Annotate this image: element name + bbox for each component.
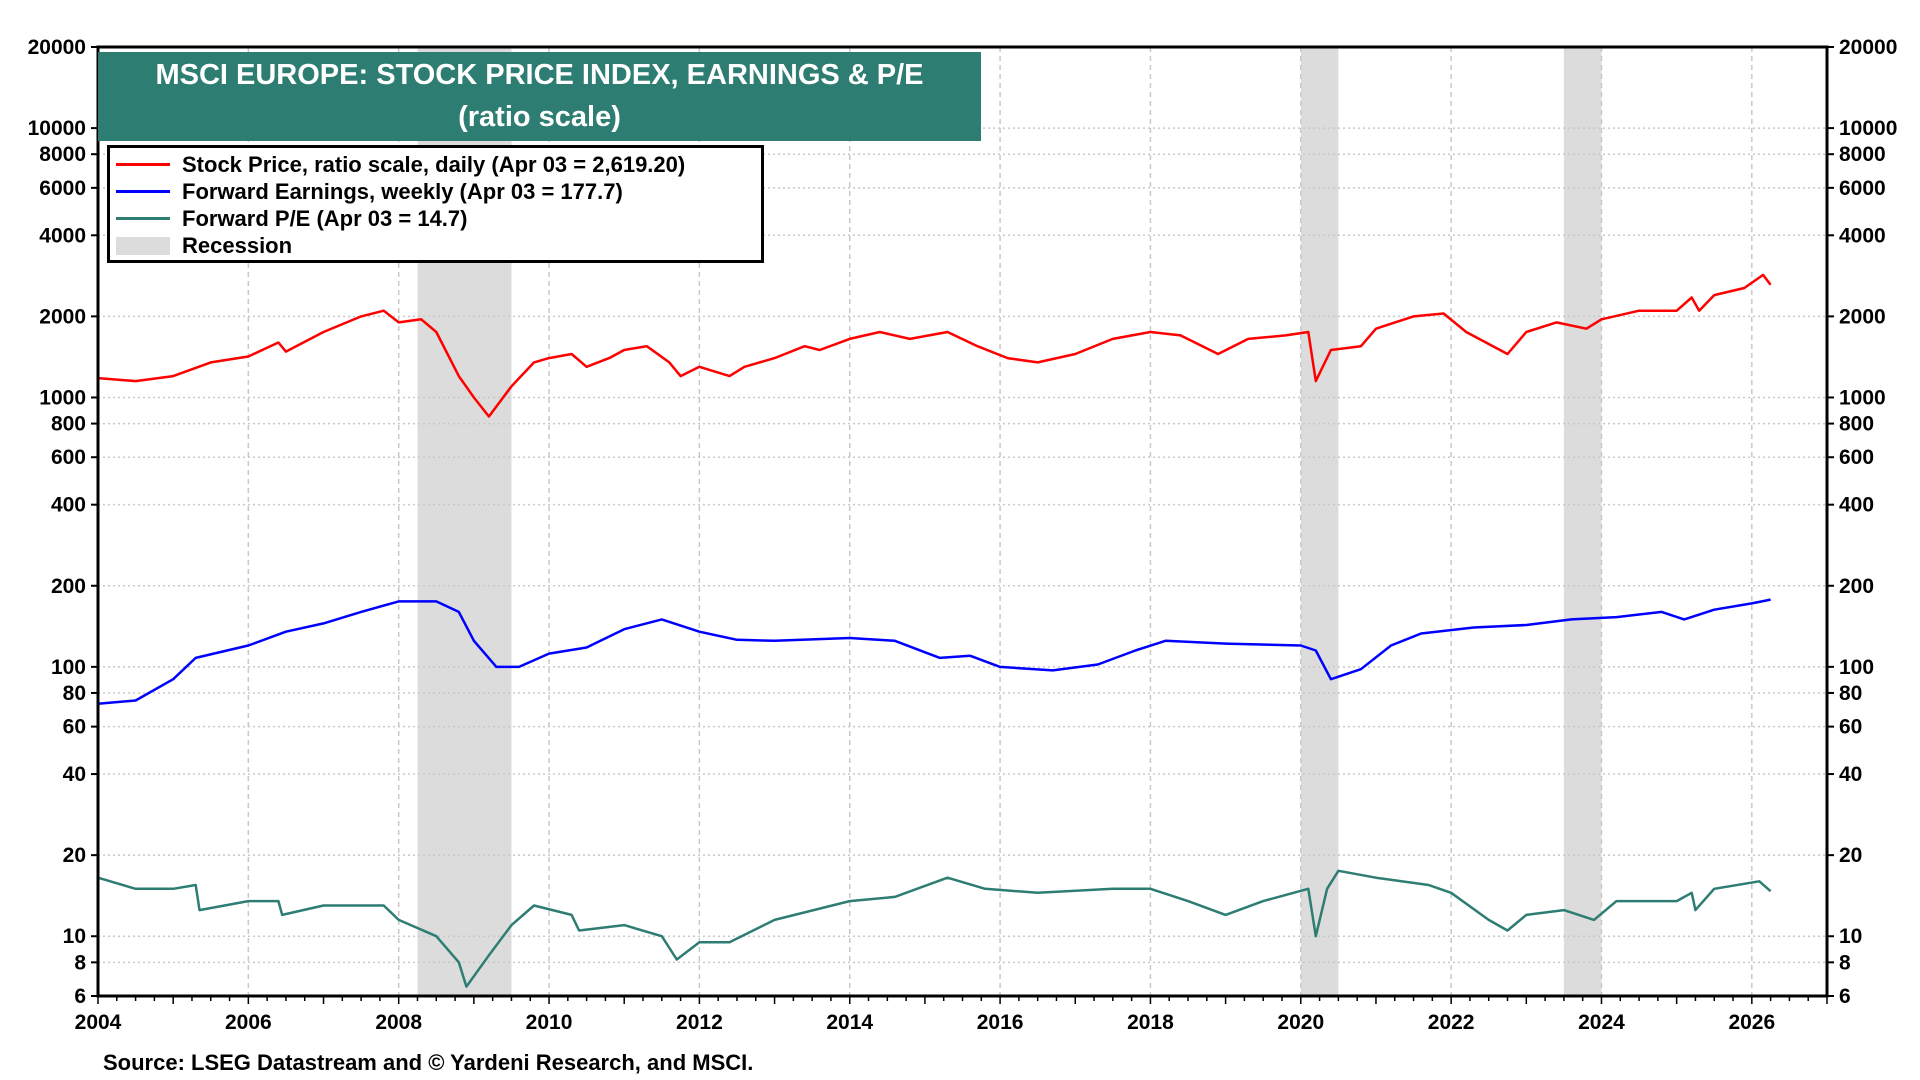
y-tick-label-right: 400	[1839, 494, 1874, 517]
y-tick-label-right: 100	[1839, 656, 1874, 679]
y-tick-label-left: 6000	[39, 177, 86, 200]
x-tick-label: 2020	[1277, 1011, 1324, 1034]
y-tick-label-right: 20	[1839, 844, 1862, 867]
y-tick-label-left: 1000	[39, 386, 86, 409]
y-tick-label-left: 600	[51, 446, 86, 469]
y-tick-label-left: 20	[63, 844, 86, 867]
y-tick-label-left: 20000	[28, 36, 86, 59]
x-tick-label: 2026	[1728, 1011, 1775, 1034]
x-tick-label: 2018	[1127, 1011, 1174, 1034]
legend-item-recession: Recession	[116, 232, 761, 259]
y-tick-label-left: 6	[74, 985, 86, 1008]
y-tick-label-left: 200	[51, 575, 86, 598]
y-tick-label-left: 400	[51, 494, 86, 517]
y-tick-label-right: 8	[1839, 951, 1851, 974]
y-tick-label-left: 10	[63, 925, 86, 948]
y-tick-label-right: 40	[1839, 763, 1862, 786]
x-tick-label: 2008	[375, 1011, 422, 1034]
plot-frame	[96, 45, 1829, 998]
forward-earnings-line	[97, 598, 1771, 705]
chart-subtitle: (ratio scale)	[458, 101, 621, 133]
legend-item-forward-pe: Forward P/E (Apr 03 = 14.7)	[116, 205, 761, 232]
y-tick-label-right: 1000	[1839, 386, 1886, 409]
legend-label: Stock Price, ratio scale, daily (Apr 03 …	[182, 151, 686, 177]
x-tick-label: 2014	[826, 1011, 873, 1034]
legend-swatch	[116, 190, 170, 193]
chart-title: MSCI EUROPE: STOCK PRICE INDEX, EARNINGS…	[155, 59, 924, 91]
legend: Stock Price, ratio scale, daily (Apr 03 …	[107, 145, 764, 263]
y-tick-label-left: 800	[51, 413, 86, 436]
y-tick-label-left: 40	[63, 763, 86, 786]
y-tick-label-right: 200	[1839, 575, 1874, 598]
x-tick-label: 2024	[1578, 1011, 1625, 1034]
y-tick-label-left: 10000	[28, 117, 86, 140]
y-tick-label-left: 2000	[39, 305, 86, 328]
legend-label: Forward Earnings, weekly (Apr 03 = 177.7…	[182, 178, 623, 204]
y-tick-label-right: 80	[1839, 682, 1862, 705]
y-tick-label-left: 8	[74, 951, 86, 974]
y-tick-label-left: 8000	[39, 143, 86, 166]
source-note: Source: LSEG Datastream and © Yardeni Re…	[103, 1050, 754, 1075]
y-tick-label-right: 6000	[1839, 177, 1886, 200]
y-tick-label-right: 10000	[1839, 117, 1897, 140]
y-tick-label-right: 10	[1839, 925, 1862, 948]
y-tick-label-right: 8000	[1839, 143, 1886, 166]
y-tick-label-right: 2000	[1839, 305, 1886, 328]
y-tick-label-left: 60	[63, 716, 86, 739]
y-tick-label-right: 600	[1839, 446, 1874, 469]
legend-swatch	[116, 217, 170, 220]
y-tick-label-left: 100	[51, 656, 86, 679]
legend-label: Recession	[182, 232, 293, 258]
x-tick-label: 2004	[75, 1011, 122, 1034]
legend-swatch	[116, 163, 170, 166]
y-tick-label-right: 800	[1839, 413, 1874, 436]
legend-label: Forward P/E (Apr 03 = 14.7)	[182, 205, 468, 231]
x-tick-label: 2012	[676, 1011, 723, 1034]
y-tick-label-right: 60	[1839, 716, 1862, 739]
recession-band	[1300, 47, 1339, 996]
forward-pe-line	[97, 869, 1772, 988]
x-tick-label: 2016	[977, 1011, 1024, 1034]
recession-band	[1563, 47, 1602, 996]
chart-title-box: MSCI EUROPE: STOCK PRICE INDEX, EARNINGS…	[98, 52, 981, 141]
y-tick-label-right: 20000	[1839, 36, 1897, 59]
legend-item-forward-earnings: Forward Earnings, weekly (Apr 03 = 177.7…	[116, 178, 761, 205]
x-tick-label: 2022	[1428, 1011, 1475, 1034]
y-tick-label-left: 80	[63, 682, 86, 705]
x-tick-label: 2006	[225, 1011, 272, 1034]
stock-price-line	[97, 273, 1772, 418]
y-tick-label-right: 4000	[1839, 224, 1886, 247]
x-tick-label: 2010	[526, 1011, 573, 1034]
y-tick-label-right: 6	[1839, 985, 1851, 1008]
y-tick-label-left: 4000	[39, 224, 86, 247]
legend-swatch	[116, 236, 170, 255]
legend-item-stock-price: Stock Price, ratio scale, daily (Apr 03 …	[116, 151, 761, 178]
